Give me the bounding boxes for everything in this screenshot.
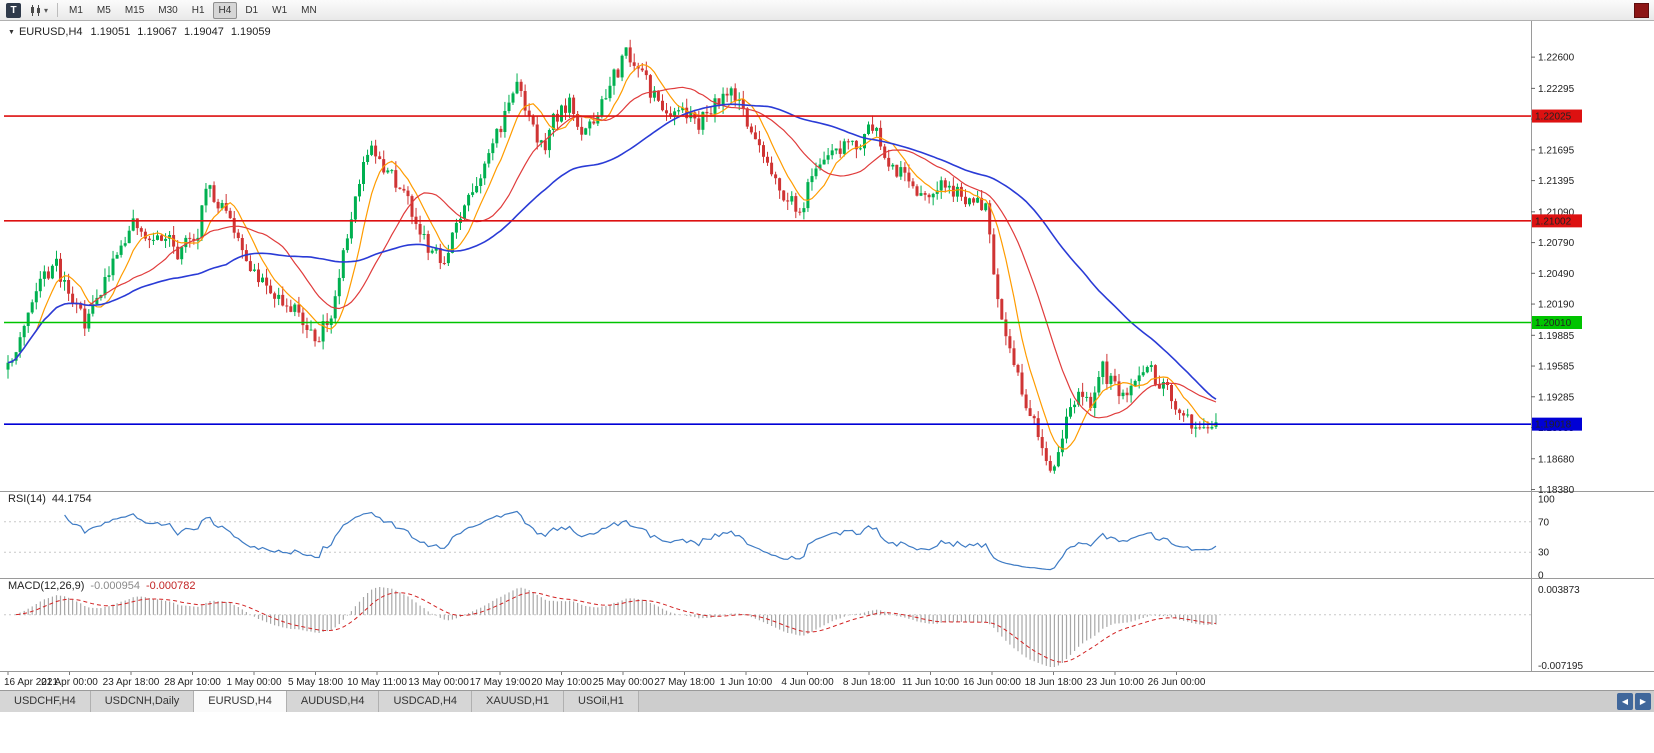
time-axis-label: 17 May 19:00 xyxy=(470,677,531,688)
chart-tab-eurusd-h4[interactable]: EURUSD,H4 xyxy=(194,691,287,712)
resistance-line-1-tag xyxy=(1532,109,1582,123)
chart-type-button[interactable]: ▾ xyxy=(26,2,51,18)
price-axis-label: 1.21090 xyxy=(1538,207,1575,218)
resistance-line-2-tag xyxy=(1532,214,1582,228)
time-axis-label: 20 May 10:00 xyxy=(531,677,592,688)
chart-tab-usoil-h1[interactable]: USOil,H1 xyxy=(564,691,639,712)
candlestick-icon xyxy=(31,4,40,16)
tab-scroll-left-button[interactable]: ◀ xyxy=(1617,693,1633,710)
rsi-scale-label: 30 xyxy=(1538,548,1550,559)
price-axis-label: 1.22295 xyxy=(1538,84,1575,95)
time-axis-label: 8 Jun 18:00 xyxy=(843,677,896,688)
macd-panel: 0.003873 -0.007195 xyxy=(4,585,1583,672)
price-axis-label: 1.19885 xyxy=(1538,331,1575,342)
ma-21-line xyxy=(7,86,1217,419)
time-axis-label: 21 Apr 00:00 xyxy=(41,677,98,688)
timeframe-button-m1[interactable]: M1 xyxy=(69,4,83,16)
timeframe-button-m15[interactable]: M15 xyxy=(124,4,145,16)
horizontal-lines-layer[interactable]: 1.22025 1.21002 1.20010 1.19018 xyxy=(4,109,1582,431)
bottom-tabbar: USDCHF,H4 USDCNH,Daily EURUSD,H4 AUDUSD,H4 U… xyxy=(0,690,1654,712)
timeframe-button-d1[interactable]: D1 xyxy=(245,4,259,16)
toolbar-separator xyxy=(57,3,59,17)
time-axis-label: 18 Jun 18:00 xyxy=(1025,677,1083,688)
text-tool-button[interactable]: T xyxy=(3,2,24,18)
ma-8-line xyxy=(7,63,1217,450)
price-axis-label: 1.20790 xyxy=(1538,238,1575,249)
macd-scale-min: -0.007195 xyxy=(1538,661,1583,672)
time-axis-label: 16 Apr 2021 xyxy=(4,677,58,688)
time-axis-label: 23 Jun 10:00 xyxy=(1086,677,1144,688)
rsi-panel: 100 70 30 0 xyxy=(4,495,1555,582)
resistance-line-1-tag-label: 1.22025 xyxy=(1535,112,1572,123)
price-axis-label: 1.18680 xyxy=(1538,454,1575,465)
price-axis-label: 1.21395 xyxy=(1538,176,1575,187)
time-axis-label: 4 Jun 00:00 xyxy=(781,677,834,688)
timeframe-button-h4[interactable]: H4 xyxy=(212,1,238,19)
price-axis-label: 1.19285 xyxy=(1538,392,1575,403)
time-axis-label: 10 May 11:00 xyxy=(347,677,407,688)
top-toolbar: T ▾ M1 M5 M15 M30 H1 H4 D1 W1 MN xyxy=(0,0,1654,21)
timeframe-button-mn[interactable]: MN xyxy=(301,4,317,16)
ma-55-line xyxy=(7,103,1217,400)
time-axis-label: 26 Jun 00:00 xyxy=(1148,677,1206,688)
resistance-line-2-tag-label: 1.21002 xyxy=(1535,216,1572,227)
chart-tab-audusd-h4[interactable]: AUDUSD,H4 xyxy=(286,691,380,712)
time-axis-label: 11 Jun 10:00 xyxy=(902,677,960,688)
price-axis-label: 1.22600 xyxy=(1538,53,1575,64)
time-axis-label: 23 Apr 18:00 xyxy=(103,677,160,688)
time-axis-label: 13 May 00:00 xyxy=(408,677,469,688)
rsi-scale-label: 0 xyxy=(1538,571,1544,582)
timeframe-button-m5[interactable]: M5 xyxy=(96,4,111,16)
time-axis-label: 25 May 00:00 xyxy=(593,677,654,688)
price-axis-label: 1.20490 xyxy=(1538,269,1575,280)
tab-scroll-right-button[interactable]: ▶ xyxy=(1635,693,1651,710)
price-axis-label: 1.18380 xyxy=(1538,485,1575,496)
support-line-green-tag xyxy=(1532,316,1582,330)
macd-scale-max: 0.003873 xyxy=(1538,585,1580,596)
time-axis-label: 27 May 18:00 xyxy=(654,677,715,688)
rsi-scale-label: 70 xyxy=(1538,517,1550,528)
rsi-scale-label: 100 xyxy=(1538,495,1555,506)
support-line-blue-tag-label: 1.19018 xyxy=(1535,420,1572,431)
price-axis-label: 1.20190 xyxy=(1538,300,1575,311)
chart-tab-xauusd-h1[interactable]: XAUUSD,H1 xyxy=(472,691,564,712)
moving-averages-layer xyxy=(7,63,1217,450)
chart-canvas[interactable]: 1.226001.222951.219951.216951.213951.210… xyxy=(0,21,1654,690)
panel-separators xyxy=(0,21,1654,672)
time-axis-label: 1 May 00:00 xyxy=(226,677,281,688)
chart-tab-usdchf-h4[interactable]: USDCHF,H4 xyxy=(0,691,91,712)
chart-tab-usdcnh-daily[interactable]: USDCNH,Daily xyxy=(90,691,195,712)
letter-t-icon: T xyxy=(6,2,21,18)
timeframe-button-m30[interactable]: M30 xyxy=(158,4,178,16)
time-axis-label: 16 Jun 00:00 xyxy=(963,677,1021,688)
timeframe-buttons: M1 M5 M15 M30 H1 H4 D1 W1 MN xyxy=(62,1,324,19)
price-axis-label: 1.21695 xyxy=(1538,145,1575,156)
time-axis-label: 5 May 18:00 xyxy=(288,677,343,688)
support-line-blue-tag xyxy=(1532,417,1582,431)
tab-nav: ◀ ▶ xyxy=(1617,693,1651,710)
rsi-line xyxy=(64,510,1217,571)
macd-signal-line xyxy=(16,592,1217,663)
dropdown-arrow-icon: ▾ xyxy=(44,5,49,15)
toolbar-red-icon[interactable] xyxy=(1634,3,1649,18)
time-axis-label: 1 Jun 10:00 xyxy=(720,677,773,688)
chart-tab-usdcad-h4[interactable]: USDCAD,H4 xyxy=(379,691,473,712)
chart-tabbar: USDCHF,H4 USDCNH,Daily EURUSD,H4 AUDUSD,H4 U… xyxy=(0,691,639,712)
timeframe-button-h1[interactable]: H1 xyxy=(191,4,205,16)
timeframe-button-w1[interactable]: W1 xyxy=(272,4,288,16)
support-line-green-tag-label: 1.20010 xyxy=(1535,318,1572,329)
price-axis-label: 1.19585 xyxy=(1538,362,1575,373)
candles-layer xyxy=(6,39,1218,474)
time-axis-label: 28 Apr 10:00 xyxy=(164,677,221,688)
